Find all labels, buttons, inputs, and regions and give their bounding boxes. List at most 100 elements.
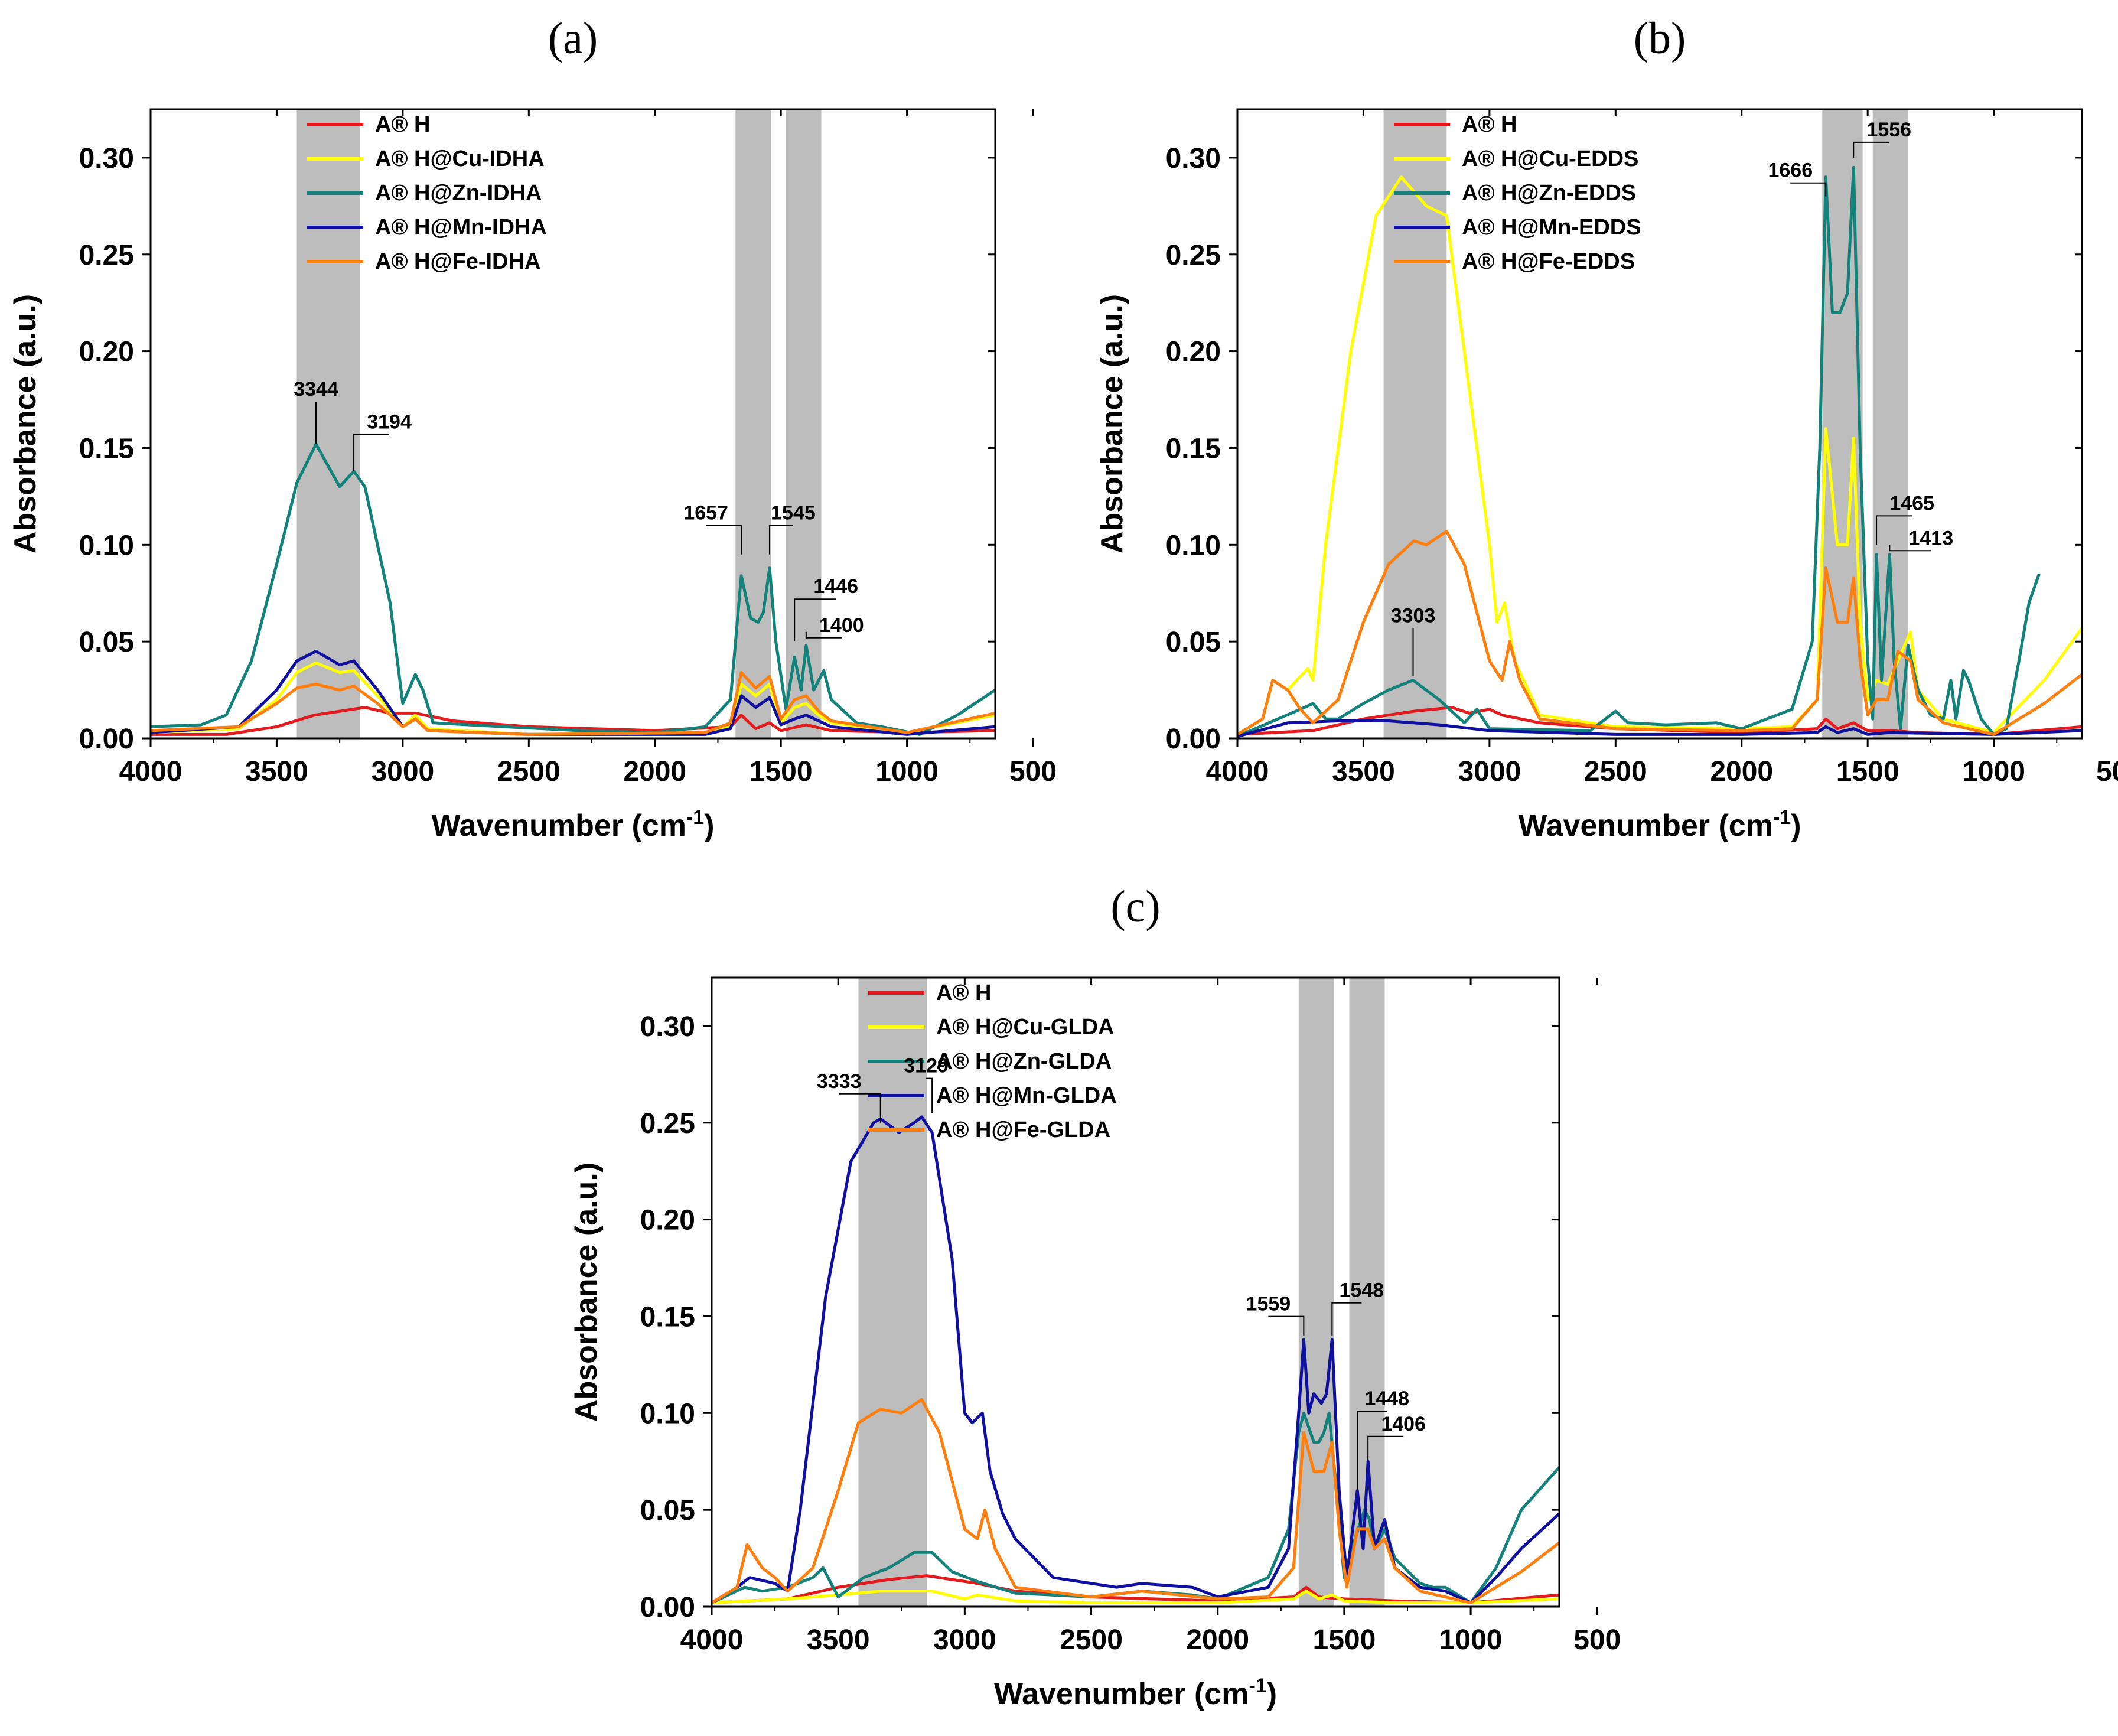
x-axis-title: Wavenumber (cm-1): [431, 806, 714, 843]
highlight-band: [858, 978, 927, 1607]
series-line-a-h-mn-idha: [151, 650, 995, 736]
peak-annotation: 1413: [1908, 527, 1953, 549]
plot-frame: [149, 108, 996, 740]
legend-label-a-h-zn-glda: A® H@Zn-GLDA: [936, 1049, 1112, 1074]
x-axis-title-end: ): [1267, 1677, 1277, 1711]
x-tick-label: 2000: [1710, 756, 1773, 787]
panel-label: (b): [1634, 14, 1686, 63]
y-tick-label: 0.20: [640, 1205, 695, 1236]
peak-annotation: 1548: [1340, 1279, 1384, 1302]
y-tick-label: 0.15: [1166, 433, 1221, 464]
peak-annotation: 1666: [1768, 159, 1813, 182]
peak-annotation: 1559: [1246, 1293, 1291, 1315]
x-axis-title: Wavenumber (cm-1): [994, 1675, 1277, 1711]
x-tick-label: 2000: [1186, 1624, 1249, 1656]
highlight-band: [1383, 109, 1447, 738]
x-tick-label: 500: [1009, 756, 1057, 787]
x-axis-title-sup: -1: [1249, 1675, 1266, 1697]
panel-label: (c): [1110, 882, 1160, 931]
x-tick-label: 3000: [1458, 756, 1521, 787]
peak-annotation: 3194: [367, 411, 412, 434]
x-tick-label: 1500: [1836, 756, 1899, 787]
panel-c: (c) 4000 3500 3000 2500 2000 1500 1000 500 0.00 0.…: [569, 882, 1621, 1711]
x-tick-label: 500: [2096, 756, 2118, 787]
x-axis-title-main: Wavenumber (cm: [431, 809, 686, 843]
legend-label-a-h-fe-idha: A® H@Fe-IDHA: [375, 249, 540, 274]
series-line-a-h-mn-glda: [712, 1115, 1559, 1604]
legend-label-a-h-cu-glda: A® H@Cu-GLDA: [936, 1015, 1114, 1040]
peak-annotation: 1556: [1866, 119, 1911, 141]
x-axis-title-main: Wavenumber (cm: [1518, 809, 1773, 843]
y-tick-label: 0.30: [79, 143, 134, 174]
panel-label: (a): [548, 14, 598, 63]
y-axis-title: Absorbance (a.u.): [569, 1162, 604, 1422]
x-tick-label: 2500: [497, 756, 561, 787]
annotation-leader: [839, 1093, 881, 1123]
x-tick-label: 2000: [623, 756, 686, 787]
annotation-leader: [1876, 515, 1912, 545]
y-tick-label: 0.25: [640, 1108, 695, 1139]
highlight-band: [786, 109, 822, 738]
peak-annotation: 1400: [819, 614, 864, 637]
legend-label-a-h-fe-glda: A® H@Fe-GLDA: [936, 1118, 1110, 1142]
legend-label-a-h-fe-edds: A® H@Fe-EDDS: [1462, 249, 1635, 274]
legend-label-a-h-cu-edds: A® H@Cu-EDDS: [1462, 146, 1638, 171]
peak-annotation: 1465: [1889, 492, 1934, 514]
peak-annotation: 1448: [1364, 1388, 1409, 1410]
series-line-a-h-fe-edds: [1237, 529, 2082, 736]
plot-frame: [711, 976, 1560, 1608]
y-tick-label: 0.05: [79, 627, 134, 658]
y-tick-label: 0.05: [640, 1495, 695, 1526]
x-axis-title: Wavenumber (cm-1): [1518, 806, 1801, 843]
annotation-leader: [1367, 1435, 1404, 1460]
peak-annotation: 3303: [1391, 604, 1436, 627]
series-line-a-h-cu-glda: [712, 1590, 1559, 1604]
x-axis-title-sup: -1: [686, 806, 704, 829]
highlight-band: [296, 109, 360, 738]
y-tick-label: 0.30: [640, 1011, 695, 1043]
annotation-leader: [1889, 545, 1931, 552]
x-tick-label: 4000: [119, 756, 183, 787]
legend-label-a-h: A® H: [936, 981, 991, 1005]
series-line-a-h: [151, 706, 995, 736]
annotation-leader: [768, 525, 793, 555]
peak-annotation: 3344: [294, 378, 338, 400]
legend-label-a-h-mn-edds: A® H@Mn-EDDS: [1462, 215, 1641, 240]
x-axis-title-main: Wavenumber (cm: [994, 1677, 1249, 1711]
legend-label-a-h-cu-idha: A® H@Cu-IDHA: [375, 146, 545, 171]
series-line-a-h-fe-glda: [712, 1398, 1559, 1604]
series-line-a-h-mn-edds: [1237, 719, 2082, 738]
x-axis-title-end: ): [704, 809, 714, 843]
peak-annotation: 1545: [771, 502, 816, 525]
series-lines: [712, 1115, 1559, 1604]
y-tick-label: 0.20: [1166, 337, 1221, 368]
panel-a: (a) 4000 3500 3000 2500 2000 1500 1000 500 0.00 0.…: [8, 14, 1057, 843]
panel-b: (b) 4000 3500 3000 2500 2000 1500 1000 500 0.00 0.…: [1095, 14, 2118, 843]
series-line-a-h-cu-edds: [1237, 175, 2082, 736]
series-lines: [151, 442, 995, 736]
y-tick-label: 0.25: [79, 240, 134, 271]
x-tick-label: 3000: [371, 756, 434, 787]
series-line-a-h-fe-idha: [151, 671, 995, 736]
y-tick-label: 0.00: [640, 1592, 695, 1623]
x-tick-label: 4000: [680, 1624, 744, 1656]
x-tick-label: 1500: [1313, 1624, 1376, 1656]
y-tick-label: 0.05: [1166, 627, 1221, 658]
annotation-leader: [1268, 1315, 1305, 1336]
peak-annotation: 3129: [904, 1055, 949, 1077]
legend-label-a-h-zn-idha: A® H@Zn-IDHA: [375, 181, 542, 206]
y-tick-label: 0.10: [1166, 530, 1221, 561]
highlight-band: [735, 109, 771, 738]
x-tick-label: 500: [1573, 1624, 1621, 1656]
legend-label-a-h-mn-glda: A® H@Mn-GLDA: [936, 1083, 1117, 1108]
y-tick-label: 0.10: [640, 1398, 695, 1429]
x-tick-label: 1500: [750, 756, 813, 787]
series-line-a-h-zn-idha: [151, 442, 995, 736]
x-tick-label: 2500: [1060, 1624, 1123, 1656]
y-tick-label: 0.20: [79, 337, 134, 368]
series-lines: [1237, 165, 2082, 738]
x-tick-label: 3000: [933, 1624, 996, 1656]
annotation-leader: [1357, 1411, 1387, 1491]
highlight-band: [1298, 978, 1334, 1607]
